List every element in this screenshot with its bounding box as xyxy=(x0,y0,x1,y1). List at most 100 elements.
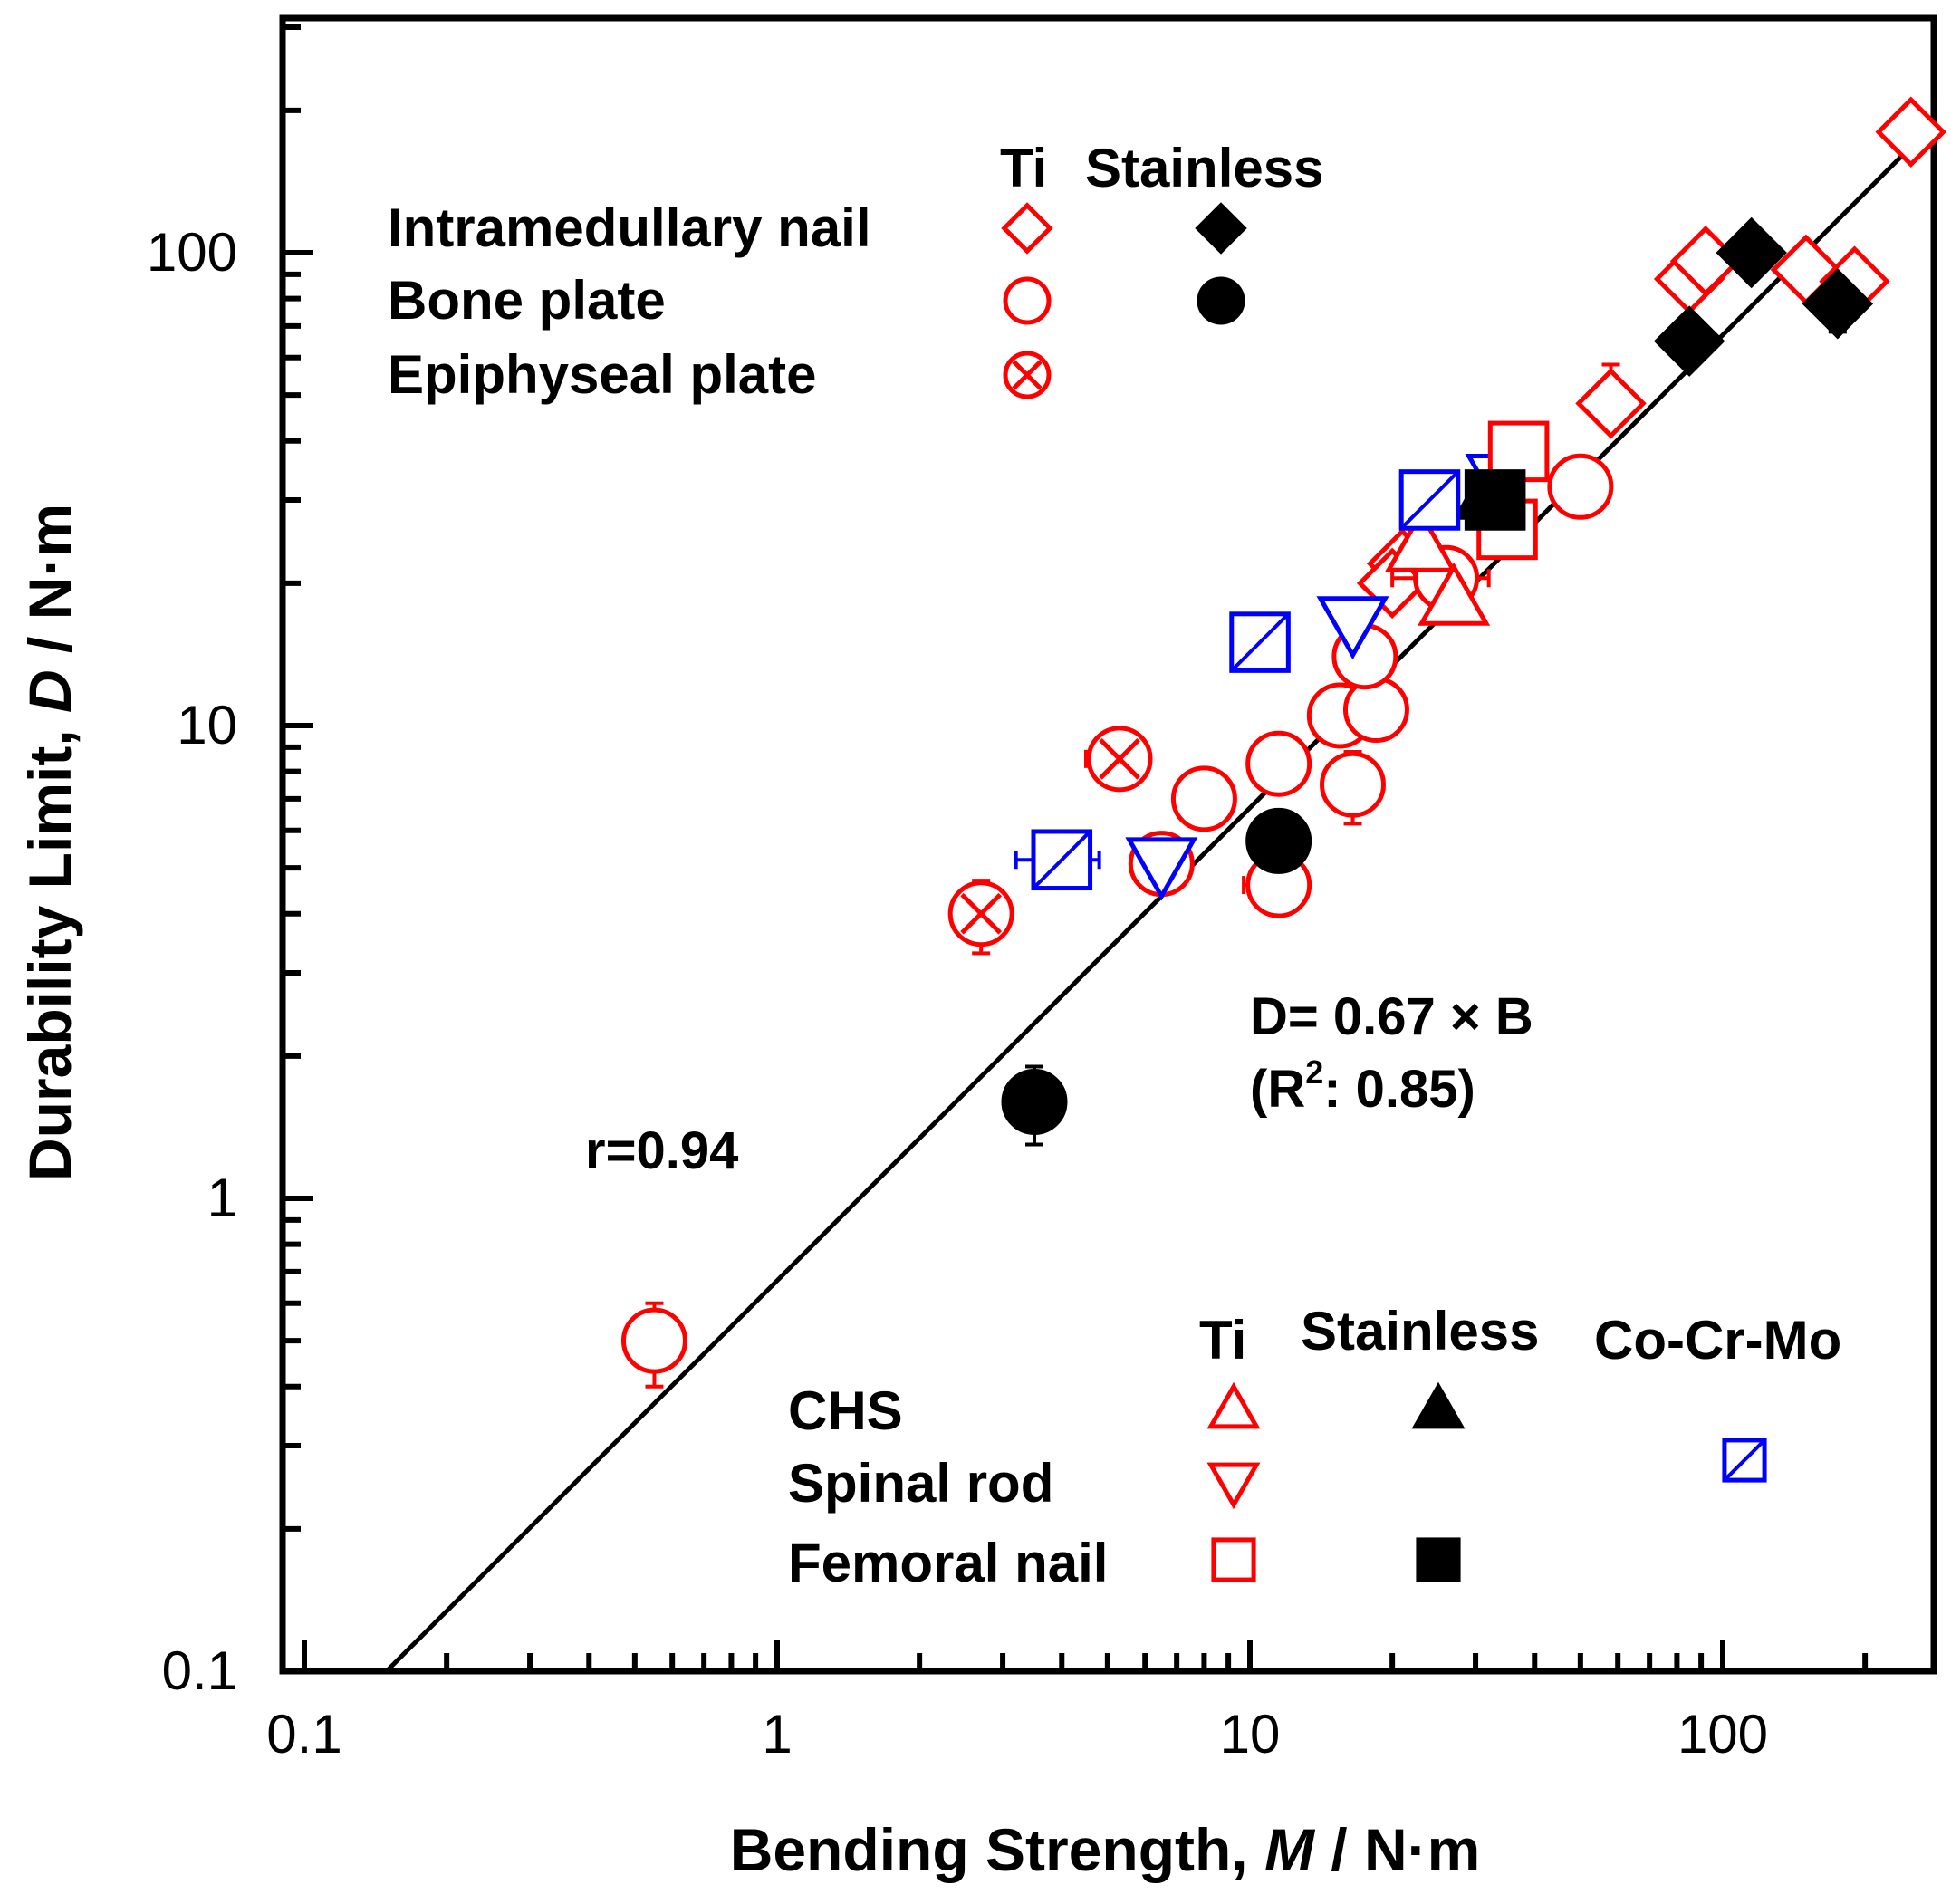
series-bone-plate-stainless- xyxy=(1001,807,1312,1147)
data-point xyxy=(1245,807,1312,874)
legend-label-chs: CHS xyxy=(788,1380,903,1441)
fit-line-group xyxy=(384,129,1928,1674)
marker-shape xyxy=(620,1307,687,1374)
data-point xyxy=(1320,751,1387,818)
x-axis-title: Bending Strength, M / N·m xyxy=(730,1816,1481,1883)
marker-shape xyxy=(1003,276,1052,325)
marker-shape xyxy=(1206,1381,1261,1429)
series-co-cr-mo xyxy=(1014,469,1461,891)
data-point xyxy=(1418,562,1491,626)
y-tick-label-1: 1 xyxy=(207,1168,237,1228)
series-intramedullary-nail-ti- xyxy=(1356,96,1946,620)
legend-marker-ti-1 xyxy=(1206,1462,1261,1510)
marker-shape xyxy=(1575,368,1647,439)
data-point xyxy=(1575,368,1647,439)
legend-top-header-ti: Ti xyxy=(1000,138,1047,198)
marker-slash xyxy=(1230,612,1290,672)
legend-label-epiphyseal-plate: Epiphyseal plate xyxy=(388,344,817,405)
legend-marker-ti-2 xyxy=(1003,351,1052,399)
marker-shape xyxy=(1464,469,1526,531)
data-point xyxy=(947,880,1014,947)
series-intramedullary-nail-stainless- xyxy=(1653,216,1874,377)
legend-bottom-markers xyxy=(1206,1381,1767,1582)
legend-label-intramedullary-nail: Intramedullary nail xyxy=(388,197,871,258)
marker-shape xyxy=(1547,453,1614,520)
data-point xyxy=(1245,730,1312,797)
y-tick-label-0.1: 0.1 xyxy=(162,1640,237,1701)
fit-line xyxy=(384,129,1928,1674)
marker-shape xyxy=(1195,202,1247,255)
marker-shape xyxy=(1653,305,1725,377)
marker-shape xyxy=(1320,751,1387,818)
legend-marker-ti-0 xyxy=(1001,202,1053,255)
data-point xyxy=(1384,508,1457,572)
marker-shape xyxy=(1245,730,1312,797)
marker-shape xyxy=(1170,765,1237,832)
x-tick-label-0.1: 0.1 xyxy=(266,1704,341,1765)
data-point xyxy=(1031,829,1093,891)
x-tick-label-1: 1 xyxy=(762,1704,792,1765)
data-point xyxy=(1653,305,1725,377)
marker-shape xyxy=(1416,1537,1461,1582)
correlation-annotation: r=0.94 xyxy=(585,1121,738,1180)
legend-label-femoral-nail: Femoral nail xyxy=(788,1533,1108,1593)
y-tick-label-100: 100 xyxy=(147,222,237,283)
marker-shape xyxy=(1211,1537,1256,1582)
series-chs-ti- xyxy=(1384,508,1491,626)
marker-cross xyxy=(1012,360,1043,390)
marker-cross xyxy=(960,892,1003,935)
marker-shape xyxy=(1418,562,1491,626)
legend-marker-ti-0 xyxy=(1206,1381,1261,1429)
legend-marker-ti-2 xyxy=(1211,1537,1256,1582)
legend-bottom-header-cocrmo: Co-Cr-Mo xyxy=(1594,1310,1841,1370)
data-point xyxy=(1001,1068,1068,1135)
marker-shape xyxy=(1384,508,1457,572)
legend-marker-cocrmo xyxy=(1722,1438,1767,1483)
marker-slash xyxy=(1032,830,1091,889)
data-point xyxy=(1342,677,1409,744)
data-point xyxy=(1125,837,1198,901)
data-point xyxy=(620,1307,687,1374)
marker-shape xyxy=(1802,268,1874,340)
y-axis-title: Durability Limit, D / N·m xyxy=(16,504,83,1181)
marker-shape xyxy=(1716,216,1787,289)
marker-slash xyxy=(1723,1438,1766,1482)
marker-shape xyxy=(1001,1068,1068,1135)
legend-top: Ti Stainless Intramedullary nail Bone pl… xyxy=(388,138,1323,405)
data-point xyxy=(1229,611,1291,673)
x-tick-label-100: 100 xyxy=(1677,1704,1768,1765)
marker-shape xyxy=(1316,596,1389,660)
marker-slash xyxy=(1399,470,1460,530)
equation-annotation: D= 0.67 × B xyxy=(1250,987,1533,1046)
series-femoral-nail-stainless- xyxy=(1464,469,1526,531)
marker-shape xyxy=(1206,1462,1261,1510)
legend-top-markers xyxy=(1001,202,1247,399)
marker-shape xyxy=(1125,837,1198,901)
marker-cross xyxy=(1099,737,1140,780)
legend-bottom: Ti Stainless Co-Cr-Mo CHS Spinal rod Fem… xyxy=(788,1301,1841,1593)
data-point xyxy=(1464,469,1526,531)
x-tick-label-10: 10 xyxy=(1220,1704,1281,1765)
data-point xyxy=(1086,726,1153,793)
data-point xyxy=(1170,765,1237,832)
legend-bottom-header-stainless: Stainless xyxy=(1301,1301,1539,1361)
legend-marker-ti-1 xyxy=(1003,276,1052,325)
legend-label-bone-plate: Bone plate xyxy=(388,270,666,331)
data-points xyxy=(620,96,1946,1389)
marker-shape xyxy=(1197,276,1245,325)
legend-marker-stainless-0 xyxy=(1195,202,1247,255)
legend-label-spinal-rod: Spinal rod xyxy=(788,1453,1053,1514)
legend-marker-stainless-0 xyxy=(1411,1381,1466,1429)
data-point xyxy=(1802,268,1874,340)
legend-bottom-header-ti: Ti xyxy=(1199,1310,1246,1370)
data-point xyxy=(1316,596,1389,660)
legend-top-header-stainless: Stainless xyxy=(1085,138,1323,198)
series-epiphyseal-plate-ti- xyxy=(947,726,1153,956)
y-tick-label-10: 10 xyxy=(177,695,237,755)
legend-marker-stainless-1 xyxy=(1197,276,1245,325)
data-point xyxy=(1716,216,1787,289)
marker-shape xyxy=(1875,96,1946,168)
marker-shape xyxy=(1001,202,1053,255)
data-point xyxy=(1547,453,1614,520)
